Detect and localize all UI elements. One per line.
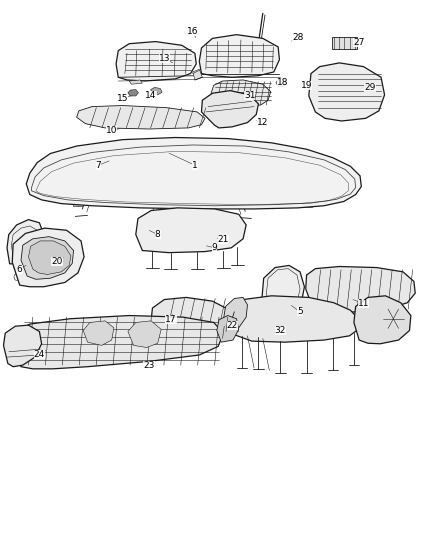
Polygon shape xyxy=(223,297,247,333)
Polygon shape xyxy=(306,266,415,312)
Polygon shape xyxy=(201,91,258,128)
Text: 29: 29 xyxy=(364,84,376,92)
Polygon shape xyxy=(129,80,142,84)
Text: 9: 9 xyxy=(212,244,218,252)
Polygon shape xyxy=(4,325,42,367)
Text: 32: 32 xyxy=(275,326,286,335)
Text: 15: 15 xyxy=(117,94,128,103)
Polygon shape xyxy=(21,237,74,279)
Bar xyxy=(73,197,83,206)
Text: 14: 14 xyxy=(145,92,157,100)
Polygon shape xyxy=(309,63,385,121)
Text: 20: 20 xyxy=(51,257,63,265)
Text: 22: 22 xyxy=(226,321,238,329)
Text: 19: 19 xyxy=(301,81,312,90)
Polygon shape xyxy=(159,301,186,322)
Polygon shape xyxy=(151,87,162,95)
Text: 11: 11 xyxy=(358,300,369,308)
Text: 18: 18 xyxy=(277,78,288,87)
Text: 1: 1 xyxy=(192,161,198,169)
Bar xyxy=(152,197,163,206)
Polygon shape xyxy=(217,316,239,342)
FancyBboxPatch shape xyxy=(332,37,357,49)
Polygon shape xyxy=(128,90,138,96)
Text: 8: 8 xyxy=(155,230,161,239)
Polygon shape xyxy=(276,78,286,86)
Polygon shape xyxy=(262,265,304,320)
Polygon shape xyxy=(151,297,232,342)
Polygon shape xyxy=(12,228,84,287)
Text: 10: 10 xyxy=(106,126,117,135)
Text: 5: 5 xyxy=(297,308,303,316)
Text: 7: 7 xyxy=(95,161,102,169)
Polygon shape xyxy=(28,241,71,274)
Polygon shape xyxy=(211,80,271,107)
Polygon shape xyxy=(12,316,223,369)
Polygon shape xyxy=(83,321,114,345)
Text: 23: 23 xyxy=(143,361,155,369)
Text: 17: 17 xyxy=(165,316,177,324)
Text: 6: 6 xyxy=(17,265,23,273)
Bar xyxy=(231,197,242,206)
Text: 13: 13 xyxy=(159,54,170,63)
Polygon shape xyxy=(199,35,279,77)
Polygon shape xyxy=(228,296,359,342)
Text: 24: 24 xyxy=(34,350,45,359)
Polygon shape xyxy=(354,296,411,344)
Polygon shape xyxy=(128,321,161,348)
Bar xyxy=(301,198,312,207)
Text: 12: 12 xyxy=(257,118,268,127)
Polygon shape xyxy=(26,138,361,209)
Polygon shape xyxy=(7,220,44,264)
Polygon shape xyxy=(136,208,246,253)
Text: 16: 16 xyxy=(187,28,198,36)
Text: 21: 21 xyxy=(218,236,229,244)
Polygon shape xyxy=(193,69,202,80)
Polygon shape xyxy=(77,106,205,129)
Text: 28: 28 xyxy=(292,33,304,42)
Text: 27: 27 xyxy=(353,38,365,47)
Text: 31: 31 xyxy=(244,92,255,100)
Polygon shape xyxy=(116,42,196,81)
